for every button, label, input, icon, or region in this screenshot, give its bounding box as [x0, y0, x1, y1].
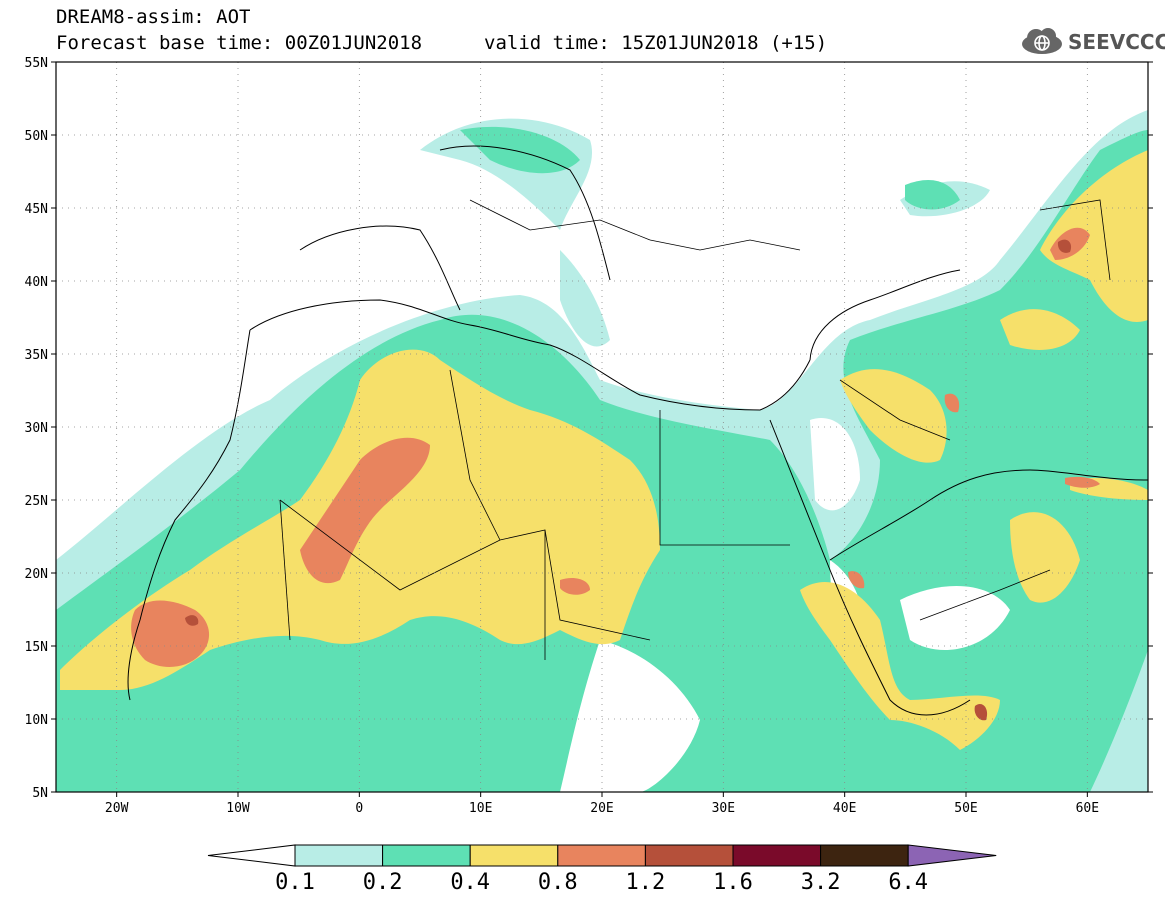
colorbar-label: 6.4 [888, 870, 928, 895]
colorbar-swatch [294, 844, 384, 867]
lon-tick-label: 10E [469, 801, 492, 816]
lon-tick-label: 50E [954, 801, 977, 816]
clear-areas [560, 418, 1010, 792]
colorbar-swatch [469, 844, 559, 867]
colorbar-swatch [820, 844, 909, 867]
forecast-base-time: Forecast base time: 00Z01JUN2018 [56, 32, 423, 54]
lon-tick-label: 20E [590, 801, 613, 816]
aot-field [56, 62, 1148, 792]
coastlines [127, 145, 1148, 716]
colorbar-label: 0.1 [275, 870, 315, 895]
colorbar-swatch [557, 844, 646, 867]
lat-tick-label: 45N [25, 202, 48, 217]
lon-tick-label: 60E [1076, 801, 1099, 816]
lat-tick-label: 20N [25, 567, 48, 582]
lon-tick-label: 10W [226, 801, 250, 816]
lat-tick-label: 35N [25, 348, 48, 363]
colorbar-label: 3.2 [801, 870, 841, 895]
colorbar-label: 0.2 [363, 870, 403, 895]
lat-tick-label: 50N [25, 129, 48, 144]
logo-text: SEEVCCC [1068, 30, 1165, 54]
lat-tick-label: 10N [25, 713, 48, 728]
country-borders [279, 199, 1111, 660]
lon-tick-label: 40E [833, 801, 856, 816]
lon-tick-label: 30E [712, 801, 735, 816]
colorbar-label: 0.8 [538, 870, 578, 895]
lat-tick-label: 40N [25, 275, 48, 290]
lat-tick-label: 5N [32, 786, 48, 801]
latitude-axis: 55N 50N 45N 40N 35N 30N 25N 20N 15N 10N 5N [25, 56, 1153, 801]
colorbar-label: 1.6 [713, 870, 753, 895]
colorbar-swatch [382, 844, 471, 867]
graticule [56, 62, 1148, 792]
colorbar: 0.1 0.2 0.4 0.8 1.2 1.6 3.2 6.4 [207, 844, 997, 895]
lat-tick-label: 30N [25, 421, 48, 436]
longitude-axis: 20W 10W 0 10E 20E 30E 40E 50E 60E [105, 792, 1099, 816]
lat-tick-label: 25N [25, 494, 48, 509]
colorbar-swatch [644, 844, 734, 867]
colorbar-swatch [732, 844, 822, 867]
colorbar-arrow-low [207, 844, 296, 867]
map-title: DREAM8-assim: AOT [56, 6, 251, 28]
colorbar-label: 1.2 [626, 870, 666, 895]
colorbar-label: 0.4 [450, 870, 490, 895]
valid-time: valid time: 15Z01JUN2018 (+15) [484, 32, 828, 54]
aot-band-1.2-1.6 [185, 239, 1072, 721]
cloud-globe-icon [1022, 28, 1062, 54]
colorbar-arrow-high [907, 844, 997, 867]
lat-tick-label: 55N [25, 56, 48, 71]
lon-tick-label: 20W [105, 801, 129, 816]
lon-tick-label: 0 [355, 801, 363, 816]
lat-tick-label: 15N [25, 640, 48, 655]
